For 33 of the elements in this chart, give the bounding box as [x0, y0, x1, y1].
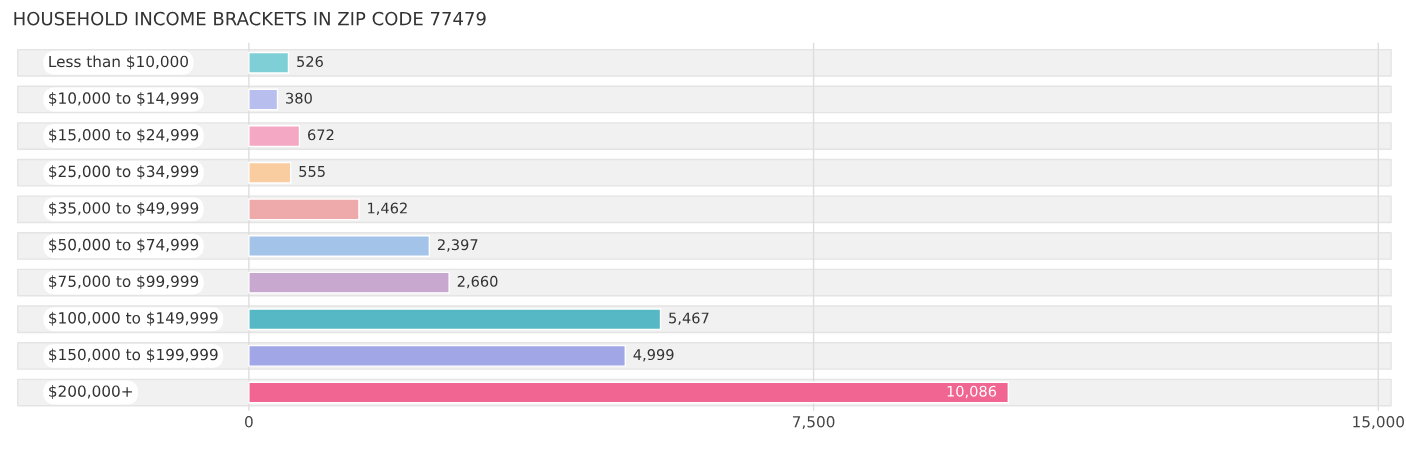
- data-label: 10,086: [947, 385, 997, 399]
- chart-title: HOUSEHOLD INCOME BRACKETS IN ZIP CODE 77479: [14, 11, 486, 26]
- x-tick-label: 7,500: [792, 415, 835, 430]
- bar: [248, 271, 450, 294]
- y-tick-label: Less than $10,000: [49, 55, 188, 70]
- bar: [248, 88, 279, 111]
- data-label: 380: [286, 92, 312, 104]
- data-label: 2,397: [437, 239, 478, 252]
- bar: [248, 308, 662, 331]
- data-label: 2,660: [457, 275, 498, 289]
- bar: [248, 125, 301, 148]
- y-tick-label: $200,000+: [49, 385, 132, 399]
- bar: [248, 51, 290, 74]
- y-tick-label: $150,000 to $199,999: [49, 348, 218, 363]
- bar: [248, 198, 360, 221]
- y-tick-label: $75,000 to $99,999: [49, 275, 199, 290]
- data-label: 672: [308, 129, 334, 141]
- x-tick-label: 0: [245, 415, 253, 428]
- bar: [248, 235, 431, 257]
- data-label: 5,467: [669, 312, 709, 325]
- data-label: 4,999: [633, 349, 674, 362]
- y-tick-label: $15,000 to $24,999: [49, 128, 199, 143]
- y-tick-label: $10,000 to $14,999: [49, 92, 199, 106]
- y-tick-label: $35,000 to $49,999: [49, 201, 199, 216]
- y-tick-label: $50,000 to $74,999: [49, 238, 199, 253]
- x-tick-label: 15,000: [1353, 415, 1404, 430]
- bar: [248, 344, 626, 367]
- data-label: 526: [297, 56, 323, 68]
- data-label: 1,462: [368, 202, 407, 216]
- y-tick-label: $25,000 to $34,999: [49, 165, 199, 180]
- bar: [248, 161, 292, 184]
- y-tick-label: $100,000 to $149,999: [49, 311, 218, 326]
- data-label: 555: [299, 166, 325, 177]
